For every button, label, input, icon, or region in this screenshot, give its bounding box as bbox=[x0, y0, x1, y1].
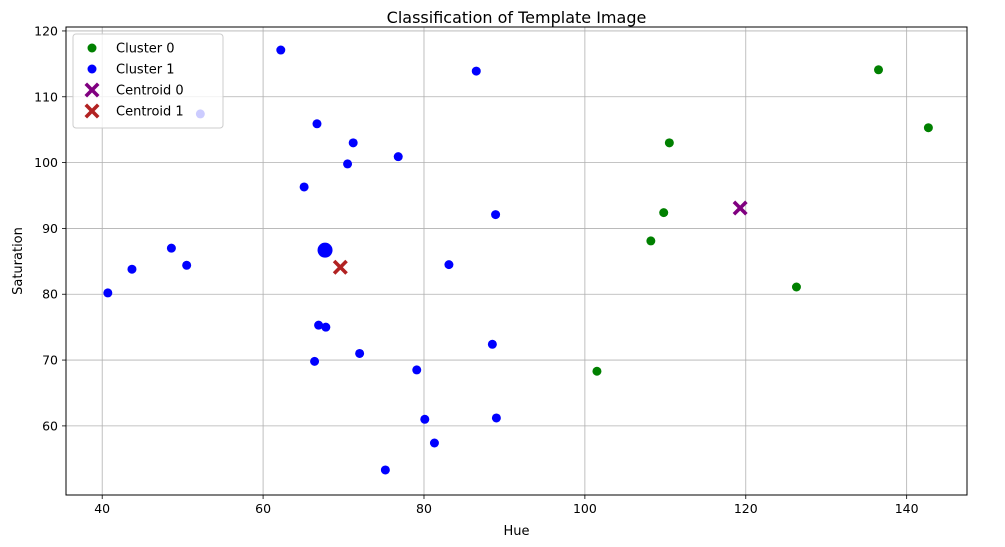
y-tick-label: 80 bbox=[42, 287, 58, 302]
cluster-1-point bbox=[310, 356, 320, 366]
legend-frame bbox=[72, 33, 224, 129]
x-tick-label: 140 bbox=[895, 501, 919, 516]
cluster-1-point bbox=[420, 414, 430, 424]
y-tick-label: 110 bbox=[34, 89, 58, 104]
x-tick-label: 40 bbox=[94, 501, 110, 516]
cluster-1-point bbox=[182, 260, 192, 270]
cluster-0-point bbox=[791, 282, 801, 292]
x-axis-label: Hue bbox=[503, 524, 529, 539]
cluster-1-point bbox=[487, 339, 497, 349]
cluster-1-point bbox=[348, 138, 358, 148]
cluster-1-point bbox=[491, 413, 501, 423]
cluster-1-point bbox=[312, 119, 322, 129]
legend-centroid-1-label: Centroid 1 bbox=[116, 105, 184, 120]
template-image-point bbox=[317, 242, 333, 258]
x-tick-label: 100 bbox=[573, 501, 597, 516]
cluster-1-point bbox=[314, 320, 324, 330]
cluster-1-point bbox=[103, 288, 113, 298]
cluster-1-point bbox=[355, 348, 365, 358]
cluster-1-point bbox=[321, 322, 331, 332]
cluster-1-point bbox=[491, 210, 501, 220]
legend-centroid-0-label: Centroid 0 bbox=[116, 84, 184, 99]
cluster-1-point bbox=[166, 243, 176, 253]
cluster-1-point bbox=[429, 438, 439, 448]
legend-centroid-1-swatch bbox=[84, 103, 100, 119]
x-tick-label: 120 bbox=[734, 501, 758, 516]
cluster-1-point bbox=[276, 45, 286, 55]
cluster-0-point bbox=[646, 236, 656, 246]
cluster-1-point bbox=[343, 159, 353, 169]
centroid-0-marker bbox=[732, 200, 748, 216]
y-tick-label: 100 bbox=[34, 155, 58, 170]
cluster-1-point bbox=[444, 260, 454, 270]
legend-cluster-1-label: Cluster 1 bbox=[116, 63, 175, 78]
centroid-1-marker bbox=[332, 259, 348, 275]
x-tick-label: 80 bbox=[416, 501, 432, 516]
y-tick-label: 120 bbox=[34, 23, 58, 38]
axis-ticks: 40 60 80 100 120 140 60 70 80 90 100 110 120 bbox=[34, 23, 919, 516]
cluster-0-point bbox=[659, 208, 669, 218]
cluster-1-point bbox=[127, 264, 137, 274]
cluster-1-point bbox=[393, 152, 403, 162]
y-tick-label: 90 bbox=[42, 221, 58, 236]
chart-title: Classification of Template Image bbox=[387, 8, 647, 27]
y-axis-label: Saturation bbox=[11, 227, 26, 295]
legend-cluster-1-swatch bbox=[87, 64, 97, 74]
cluster-1-point bbox=[471, 66, 481, 76]
legend-cluster-0-swatch bbox=[87, 43, 97, 53]
cluster-1-point bbox=[412, 365, 422, 375]
x-tick-label: 60 bbox=[255, 501, 271, 516]
plot-area bbox=[65, 26, 968, 496]
cluster-0-point bbox=[592, 366, 602, 376]
cluster-0-point bbox=[923, 123, 933, 133]
legend: Cluster 0 Cluster 1 Centroid 0 Centroid 1 bbox=[72, 33, 224, 129]
legend-cluster-0-label: Cluster 0 bbox=[116, 42, 175, 57]
y-tick-label: 70 bbox=[42, 353, 58, 368]
legend-centroid-0-swatch bbox=[84, 82, 100, 98]
y-tick-label: 60 bbox=[42, 418, 58, 433]
cluster-1-point bbox=[380, 465, 390, 475]
data-points bbox=[103, 45, 933, 475]
cluster-1-point bbox=[299, 182, 309, 192]
cluster-0-point bbox=[664, 138, 674, 148]
cluster-0-point bbox=[874, 65, 884, 75]
